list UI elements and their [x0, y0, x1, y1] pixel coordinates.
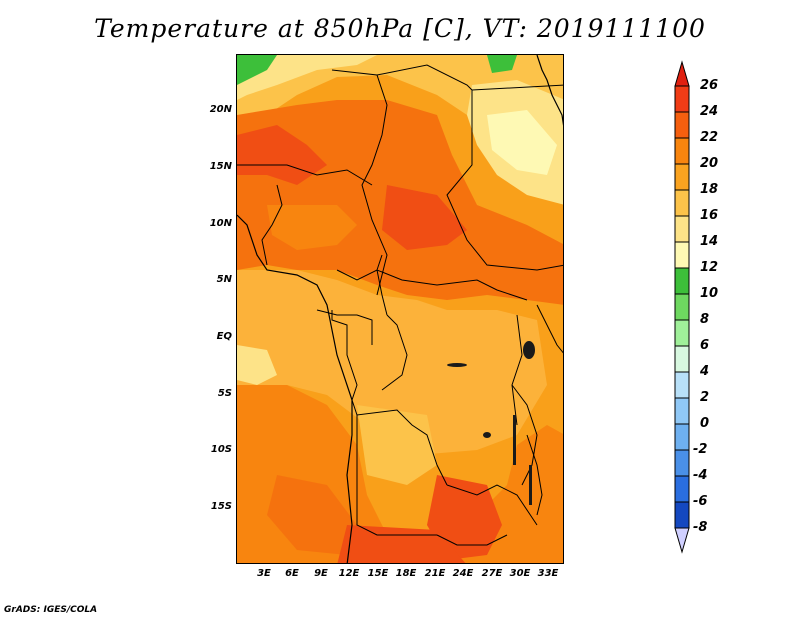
colorbar-segment [674, 267, 690, 295]
lake-small-2 [483, 432, 491, 438]
border-benin [261, 184, 283, 266]
border-niger-chad [331, 69, 388, 296]
lake-tanganyika [513, 415, 516, 465]
lon-label: 30E [509, 568, 531, 579]
lake-malawi [529, 465, 532, 505]
lon-label: 33E [537, 568, 559, 579]
colorbar-tick-label: 4 [700, 364, 710, 379]
gabon-cool-zone [237, 345, 277, 385]
lake-victoria [523, 341, 535, 359]
colorbar-segment [674, 293, 690, 321]
border-congo-drc [331, 310, 358, 401]
zambia-hot-zone [427, 475, 502, 560]
lat-label: 5S [217, 388, 232, 399]
sahel-hot-core-west [237, 125, 327, 185]
map-title: Temperature at 850hPa [C], VT: 201911110… [94, 14, 706, 43]
colorbar-segment [674, 345, 690, 373]
green-patch-west [237, 55, 277, 85]
map-canvas [237, 55, 563, 563]
border-zambia [446, 484, 538, 526]
great-lakes [447, 341, 535, 505]
colorbar-tick-label: 26 [700, 78, 719, 93]
lon-label: 9E [314, 568, 328, 579]
border-drc-inner [381, 314, 408, 391]
lake-small-1 [447, 363, 467, 367]
grads-credit: GrADS: IGES/COLA [4, 605, 98, 615]
lon-label: 15E [367, 568, 389, 579]
colorbar-segment [674, 371, 690, 399]
colorbar-tick-label: 20 [700, 156, 719, 171]
lat-label: EQ [216, 331, 232, 342]
colorbar-segment [674, 449, 690, 477]
congo-basin-zone [237, 270, 547, 455]
colorbar-segment [674, 423, 690, 451]
colorbar-segment [674, 137, 690, 165]
colorbar-tick-label: -2 [693, 442, 708, 457]
colorbar-tick-label: 2 [700, 390, 710, 405]
colorbar-tick-label: 24 [700, 104, 719, 119]
lat-label: 15S [210, 501, 232, 512]
colorbar-tick-label: -6 [693, 494, 708, 509]
colorbar-segment [674, 215, 690, 243]
colorbar-tick-label: -8 [693, 520, 708, 535]
colorbar-tick-label: 8 [700, 312, 710, 327]
border-sahel-south [237, 164, 373, 186]
lat-label: 10S [210, 444, 232, 455]
border-malawi [526, 434, 543, 516]
temperature-map [236, 54, 564, 564]
colorbar-tick-label: 22 [700, 130, 719, 145]
colorbar-tick-label: 6 [700, 338, 710, 353]
border-sudan [376, 64, 563, 271]
lon-label: 21E [424, 568, 446, 579]
colorbar-segment [674, 85, 690, 113]
lat-label: 20N [209, 104, 232, 115]
colorbar-tick-label: 12 [700, 260, 719, 275]
red-sea-coast [536, 55, 563, 126]
colorbar-tick-label: -4 [693, 468, 708, 483]
lat-label: 5N [216, 274, 232, 285]
colorbar-segment [674, 475, 690, 503]
colorbar-segment [674, 501, 690, 529]
border-kenya-uganda [536, 304, 563, 354]
colorbar-tick-label: 14 [700, 234, 719, 249]
nigeria-zone [267, 205, 357, 250]
green-patch-east [487, 55, 517, 73]
colorbar-tick-label: 0 [700, 416, 710, 431]
colorbar-tick-label: 16 [700, 208, 719, 223]
angola-plateau-zone [357, 405, 437, 485]
colorbar-segment [674, 163, 690, 191]
lon-label: 6E [285, 568, 299, 579]
border-zimbabwe [436, 534, 508, 546]
colorbar-segment [674, 241, 690, 269]
country-borders [237, 64, 563, 546]
border-drc-east [511, 314, 523, 426]
sahel-hot-core-central [382, 185, 467, 250]
border-cameroon-car [376, 254, 388, 316]
lon-label: 12E [338, 568, 360, 579]
colorbar-top-arrow [674, 60, 690, 87]
west-coastline [237, 214, 353, 563]
angola-warm-zone [267, 475, 357, 555]
coastlines [237, 55, 563, 563]
colorbar-bottom-arrow [674, 527, 690, 554]
sudan-cool-zone [487, 110, 557, 175]
lon-label: 3E [257, 568, 271, 579]
lon-label: 18E [395, 568, 417, 579]
border-angola-namibia [356, 415, 437, 536]
colorbar-segment [674, 111, 690, 139]
border-gabon-congo [316, 309, 373, 345]
colorbar-segment [674, 319, 690, 347]
lat-label: 15N [209, 161, 232, 172]
colorbar-segment [674, 189, 690, 217]
border-tanzania-malawi [511, 384, 538, 486]
colorbar-tick-label: 10 [700, 286, 719, 301]
border-car [336, 269, 528, 301]
lon-label: 27E [481, 568, 503, 579]
lat-label: 10N [209, 218, 232, 229]
north-west-cool-zone [237, 55, 377, 100]
colorbar-tick-label: 18 [700, 182, 719, 197]
lon-label: 24E [452, 568, 474, 579]
colorbar-segment [674, 397, 690, 425]
